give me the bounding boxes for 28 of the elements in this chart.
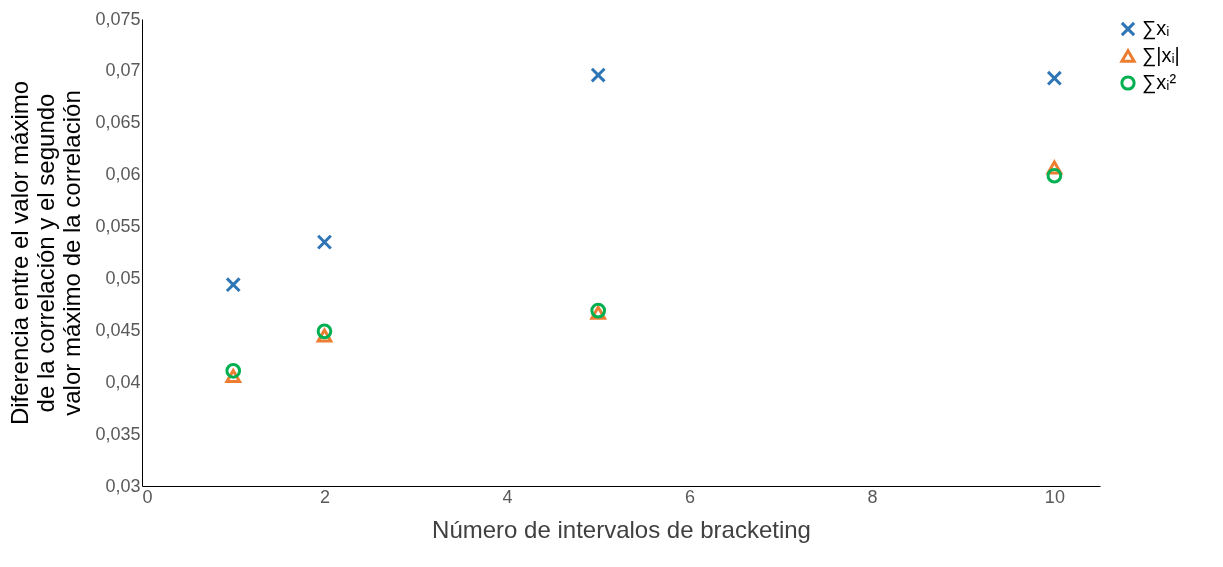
- x-axis-title: Número de intervalos de bracketing: [432, 515, 811, 543]
- x-tick-label: 10: [1044, 486, 1065, 507]
- x-tick-label: 8: [867, 486, 878, 507]
- x-tick-label: 0: [142, 486, 153, 507]
- point: [590, 67, 607, 83]
- y-axis-title: Diferencia entre el valor máximo de la correlación y el segundo valor máximo de la correlación: [6, 80, 86, 426]
- y-tick-label: 0,035: [95, 423, 141, 444]
- legend-label: ∑xᵢ: [1142, 17, 1170, 40]
- y-tick-label: 0,045: [95, 319, 141, 340]
- y-tick-label: 0,07: [105, 60, 141, 81]
- point: [225, 362, 242, 379]
- y-tick-label: 0,03: [105, 475, 141, 496]
- y-tick-label: 0,06: [105, 164, 141, 185]
- x-tick-label: 6: [684, 486, 695, 507]
- y-tick-label: 0,04: [105, 371, 141, 392]
- y-tick-label: 0,05: [105, 267, 141, 288]
- y-tick-label: 0,075: [95, 8, 141, 29]
- x-tick-label: 4: [502, 486, 513, 507]
- y-tick-label: 0,055: [95, 216, 141, 237]
- point: [316, 323, 333, 340]
- point: [225, 276, 242, 293]
- x-tick-label: 2: [319, 486, 330, 507]
- legend-label: ∑xᵢ²: [1142, 71, 1177, 94]
- point: [1046, 167, 1063, 184]
- legend-label: ∑|xᵢ|: [1142, 44, 1180, 67]
- point: [1046, 70, 1063, 86]
- y-tick-label: 0,065: [95, 112, 141, 133]
- point: [316, 234, 333, 250]
